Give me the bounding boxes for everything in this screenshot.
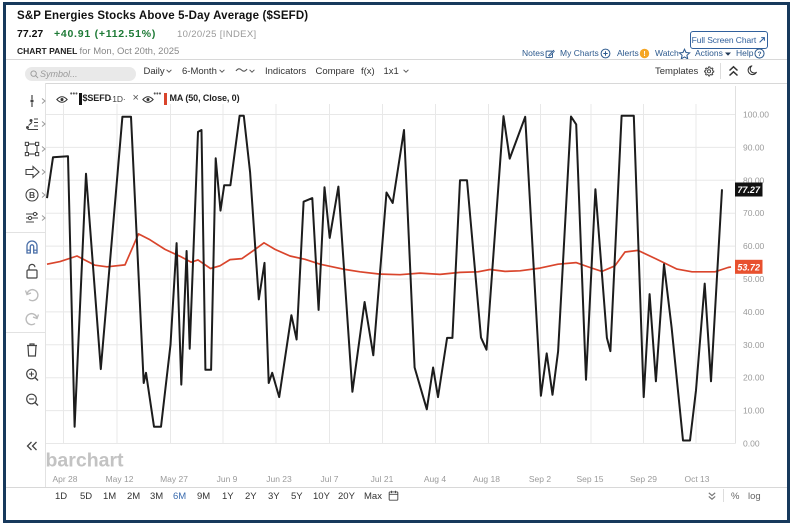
svg-text:!: ! [643,51,645,58]
svg-text:B: B [29,190,35,200]
svg-text:?: ? [757,51,761,58]
